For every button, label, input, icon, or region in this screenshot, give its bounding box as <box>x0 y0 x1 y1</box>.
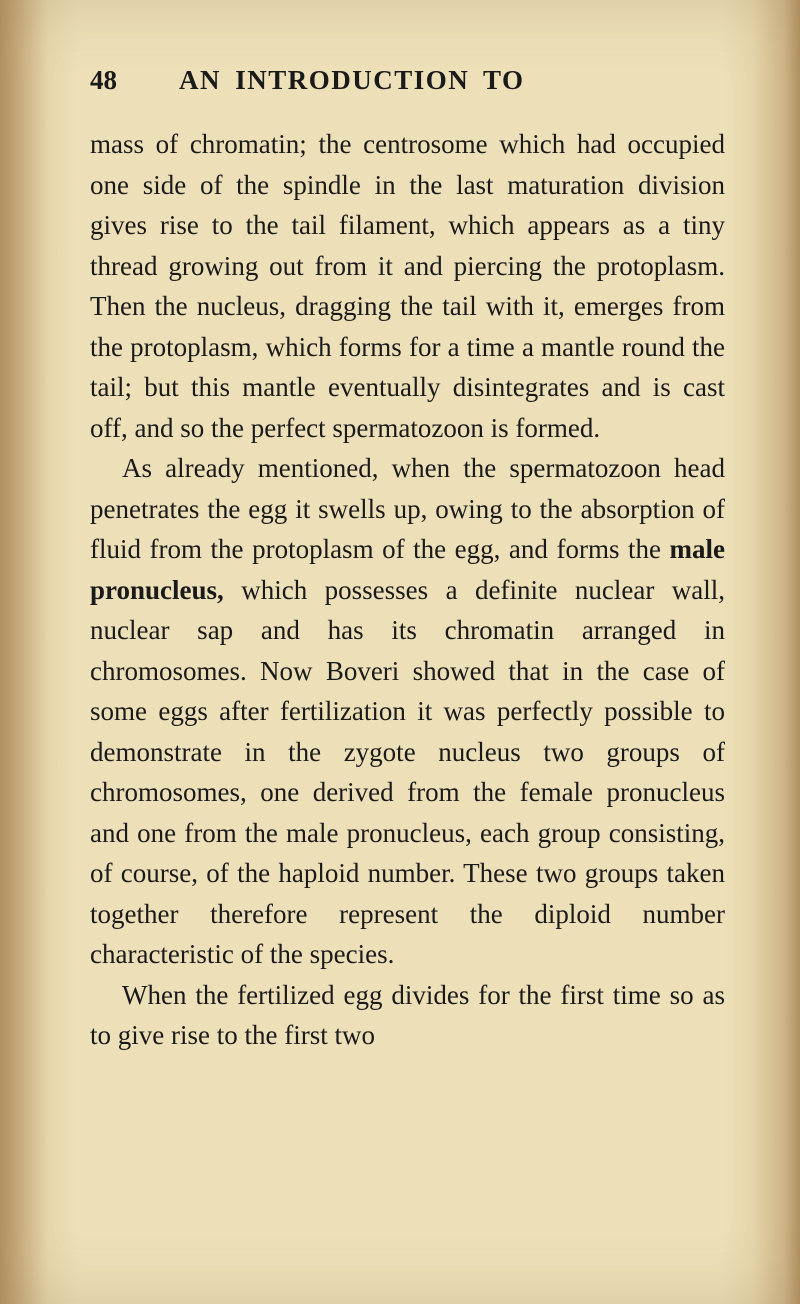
paragraph-3: When the fertilized egg divides for the … <box>90 975 725 1056</box>
paragraph-2-part1: As already mentioned, when the sperma­to… <box>90 453 725 564</box>
page-number: 48 <box>90 65 117 96</box>
running-head: AN INTRODUCTION TO <box>179 65 525 96</box>
paragraph-1-text: mass of chromatin; the centrosome which … <box>90 129 725 443</box>
page-content: 48 AN INTRODUCTION TO mass of chromatin;… <box>90 65 725 1239</box>
paragraph-2: As already mentioned, when the sperma­to… <box>90 448 725 975</box>
body-text: mass of chromatin; the centrosome which … <box>90 124 725 1056</box>
paragraph-1: mass of chromatin; the centrosome which … <box>90 124 725 448</box>
paragraph-2-part2: which possesses a definite nuclear wall,… <box>90 575 725 970</box>
paragraph-3-text: When the fertilized egg divides for the … <box>90 980 725 1051</box>
page-header: 48 AN INTRODUCTION TO <box>90 65 725 96</box>
